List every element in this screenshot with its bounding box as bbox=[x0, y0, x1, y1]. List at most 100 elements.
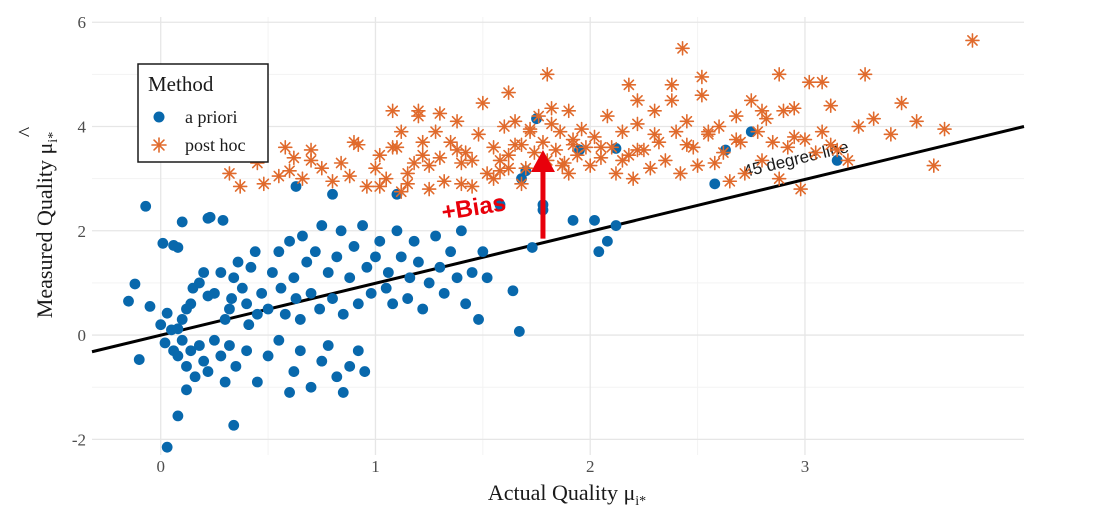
data-point-post-hoc bbox=[232, 179, 248, 194]
data-point-a-priori bbox=[316, 355, 328, 367]
data-point-a-priori bbox=[301, 256, 313, 268]
data-point-post-hoc bbox=[522, 121, 538, 137]
data-point-post-hoc bbox=[479, 166, 495, 181]
data-point-post-hoc bbox=[797, 132, 813, 147]
data-point-post-hoc bbox=[866, 111, 881, 126]
data-point-a-priori bbox=[404, 272, 416, 284]
data-point-a-priori bbox=[189, 371, 201, 383]
data-point-a-priori bbox=[567, 214, 579, 226]
asterisk-stroke bbox=[477, 97, 489, 109]
data-point-a-priori bbox=[241, 298, 253, 310]
data-point-a-priori bbox=[228, 419, 240, 431]
data-point-a-priori bbox=[309, 246, 321, 258]
data-point-a-priori bbox=[209, 334, 220, 346]
data-point-post-hoc bbox=[295, 171, 310, 186]
data-point-post-hoc bbox=[393, 184, 409, 199]
asterisk-stroke bbox=[528, 147, 540, 158]
data-point-post-hoc bbox=[314, 160, 330, 176]
data-point-a-priori bbox=[144, 300, 156, 312]
data-point-a-priori bbox=[226, 293, 237, 304]
data-point-a-priori bbox=[348, 241, 360, 252]
asterisk-stroke bbox=[696, 71, 708, 83]
data-point-post-hoc bbox=[497, 119, 512, 134]
asterisk-stroke bbox=[481, 168, 493, 179]
asterisk-stroke bbox=[644, 162, 656, 174]
data-point-a-priori bbox=[344, 360, 356, 372]
asterisk-stroke bbox=[395, 126, 407, 138]
data-point-post-hoc bbox=[814, 74, 830, 90]
grid bbox=[92, 17, 1024, 455]
data-point-post-hoc bbox=[486, 140, 501, 155]
data-point-a-priori bbox=[204, 211, 216, 223]
y-tick-label: -2 bbox=[72, 430, 86, 449]
asterisk-stroke bbox=[659, 154, 671, 166]
data-point-a-priori bbox=[198, 267, 210, 278]
data-point-post-hoc bbox=[574, 121, 589, 137]
data-point-post-hoc bbox=[552, 124, 568, 140]
data-point-post-hoc bbox=[475, 95, 491, 111]
data-point-a-priori bbox=[181, 360, 192, 372]
asterisk-stroke bbox=[649, 128, 661, 140]
data-point-post-hoc bbox=[303, 153, 319, 168]
data-point-a-priori bbox=[228, 272, 240, 284]
data-point-post-hoc bbox=[851, 119, 866, 134]
asterisk-stroke bbox=[670, 126, 682, 138]
axis-ticks: 0 1 2 3 -2 0 2 4 6 bbox=[72, 13, 809, 476]
data-point-post-hoc bbox=[786, 129, 802, 145]
asterisk-stroke bbox=[610, 168, 622, 179]
data-point-a-priori bbox=[288, 366, 300, 377]
asterisk-stroke bbox=[842, 154, 854, 166]
asterisk-stroke bbox=[438, 175, 450, 187]
data-point-a-priori bbox=[185, 345, 197, 357]
data-point-post-hoc bbox=[615, 153, 630, 168]
asterisk-stroke bbox=[327, 175, 338, 187]
asterisk-stroke bbox=[316, 162, 328, 174]
x-tick-label: 1 bbox=[371, 457, 380, 476]
asterisk-stroke bbox=[617, 126, 628, 138]
asterisk-stroke bbox=[335, 157, 347, 169]
x-tick-label: 3 bbox=[801, 457, 810, 476]
asterisk-stroke bbox=[503, 149, 515, 161]
data-point-a-priori bbox=[322, 267, 334, 278]
data-point-post-hoc bbox=[587, 129, 602, 145]
data-point-post-hoc bbox=[501, 160, 516, 176]
data-point-post-hoc bbox=[937, 121, 952, 137]
legend-marker-a-priori bbox=[153, 111, 165, 123]
asterisk-stroke bbox=[567, 139, 579, 151]
asterisk-stroke bbox=[730, 134, 742, 145]
x-axis-title-subscript: i* bbox=[635, 494, 646, 509]
data-point-post-hoc bbox=[372, 147, 388, 163]
data-point-post-hoc bbox=[544, 116, 559, 132]
asterisk-stroke bbox=[896, 97, 907, 109]
asterisk-stroke bbox=[473, 128, 484, 140]
data-point-a-priori bbox=[219, 376, 231, 388]
data-point-a-priori bbox=[140, 200, 152, 212]
data-point-a-priori bbox=[232, 256, 244, 268]
asterisk-stroke bbox=[653, 136, 665, 148]
data-point-post-hoc bbox=[271, 168, 287, 184]
asterisk-stroke bbox=[541, 68, 553, 80]
data-point-post-hoc bbox=[400, 166, 415, 181]
data-point-post-hoc bbox=[625, 171, 641, 186]
asterisk-stroke bbox=[509, 139, 521, 151]
data-point-a-priori bbox=[155, 319, 167, 331]
data-point-post-hoc bbox=[385, 140, 400, 155]
data-point-post-hoc bbox=[486, 171, 501, 186]
data-point-a-priori bbox=[172, 410, 184, 422]
data-point-a-priori bbox=[370, 251, 381, 263]
data-point-a-priori bbox=[288, 272, 300, 284]
asterisk-stroke bbox=[773, 68, 785, 80]
asterisk-stroke bbox=[696, 89, 708, 101]
data-point-a-priori bbox=[193, 277, 205, 289]
asterisk-stroke bbox=[352, 139, 364, 151]
asterisk-stroke bbox=[760, 113, 772, 125]
data-point-a-priori bbox=[236, 282, 248, 294]
data-point-a-priori bbox=[314, 303, 326, 315]
data-point-post-hoc bbox=[514, 176, 529, 192]
asterisk-stroke bbox=[455, 178, 467, 190]
asterisk-stroke bbox=[413, 105, 424, 117]
data-point-post-hoc bbox=[690, 158, 705, 173]
data-point-a-priori bbox=[279, 308, 291, 320]
data-point-post-hoc bbox=[608, 166, 624, 181]
